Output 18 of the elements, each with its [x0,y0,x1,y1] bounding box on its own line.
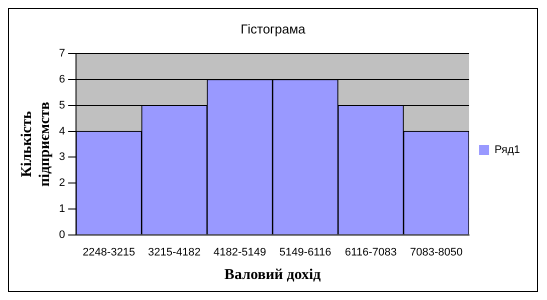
x-tick-label: 4182-5149 [214,246,266,258]
x-tick-label: 5149-6116 [279,246,332,258]
y-tick-label: 7 [58,48,66,60]
y-tick-label: 2 [58,177,66,190]
y-tick-label: 6 [58,74,66,86]
x-axis-title: Валовий дохід [224,266,322,283]
y-tick-label: 1 [58,202,66,215]
x-tick-label: 6116-7083 [344,246,397,258]
y-tick-label: 4 [58,125,66,138]
y-tick-label: 0 [58,228,66,241]
y-tick-label: 3 [58,151,66,164]
legend-label: Ряд1 [494,144,520,156]
x-tick-label: 2248-3215 [82,246,136,258]
y-axis-title: Кількість підприємств [18,102,53,187]
y-tick-label: 5 [58,99,66,112]
chart-title: Гістограма [240,21,306,36]
x-tick-label: 7083-8050 [410,246,463,258]
x-tick-label: 3215-4182 [148,246,201,258]
